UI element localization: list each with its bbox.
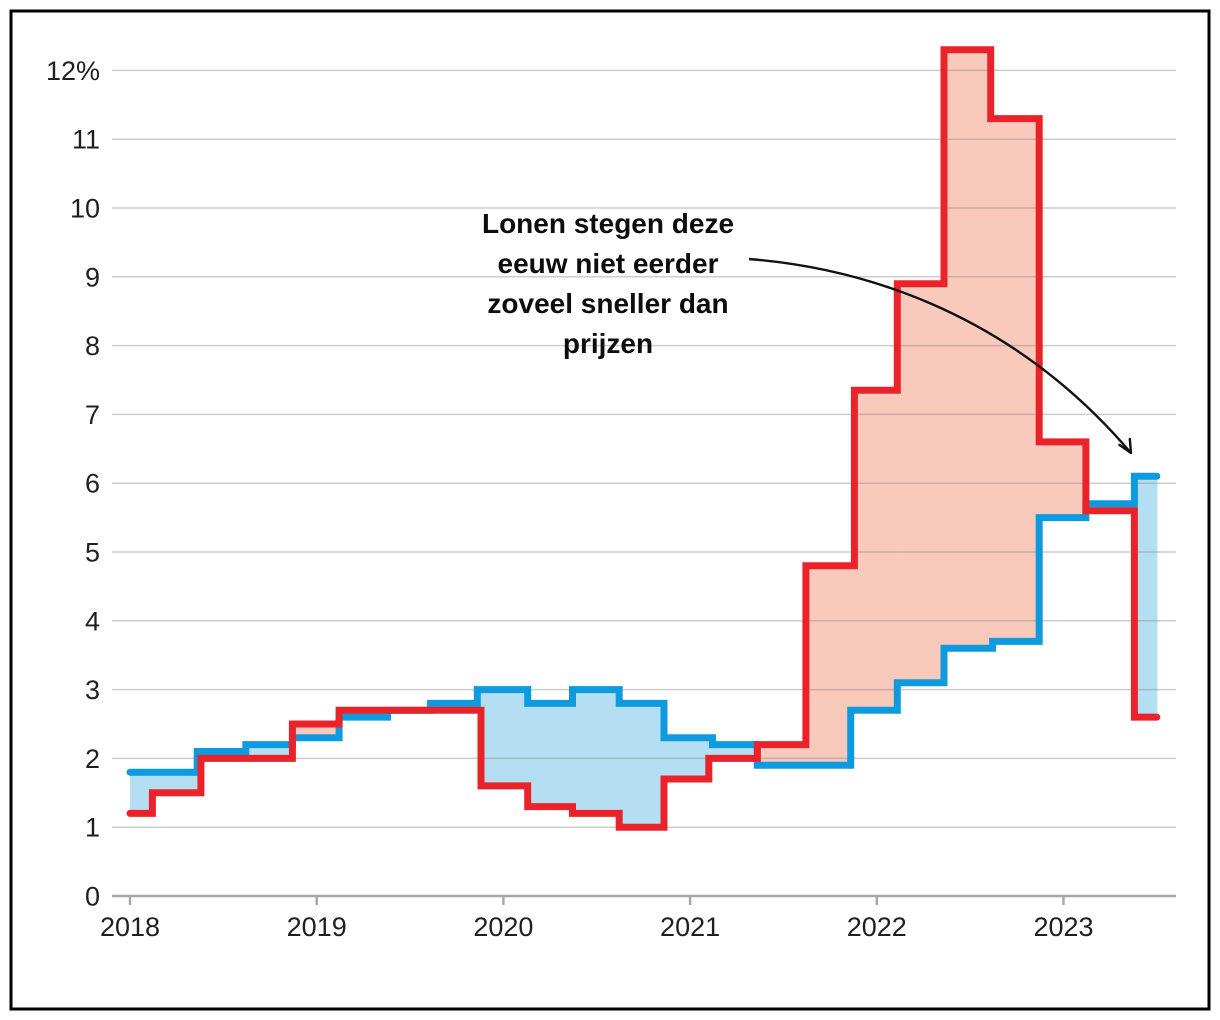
- chart-annotation: Lonen stegen deze eeuw niet eerder zovee…: [440, 204, 776, 364]
- annotation-line: prijzen: [562, 328, 654, 359]
- svg-text:0: 0: [85, 882, 100, 912]
- annotation-line: eeuw niet eerder: [497, 248, 719, 279]
- svg-text:3: 3: [85, 675, 100, 705]
- svg-text:12%: 12%: [46, 56, 100, 86]
- x-axis-labels: 2018 2019 2020 2021 2022 2023: [100, 912, 1094, 942]
- svg-text:2020: 2020: [473, 912, 533, 942]
- chart-frame: [9, 9, 1211, 1011]
- prices-line: [126, 46, 1161, 831]
- wages-line: [126, 472, 1161, 776]
- svg-text:11: 11: [72, 125, 100, 155]
- annotation-line: zoveel sneller dan: [487, 288, 729, 319]
- x-axis: [112, 894, 1176, 905]
- svg-text:10: 10: [70, 194, 100, 224]
- difference-areas: [130, 49, 1158, 828]
- svg-text:2: 2: [85, 744, 100, 774]
- svg-text:8: 8: [85, 331, 100, 361]
- svg-text:2023: 2023: [1033, 912, 1093, 942]
- svg-text:1: 1: [85, 813, 100, 843]
- annotation-line: Lonen stegen deze: [481, 208, 735, 239]
- svg-text:4: 4: [85, 606, 100, 636]
- svg-text:5: 5: [85, 538, 100, 568]
- annotation-arrow: [748, 257, 1133, 455]
- svg-text:9: 9: [85, 262, 100, 292]
- svg-text:6: 6: [85, 469, 100, 499]
- y-axis-labels: 0 1 2 3 4 5 6 7 8 9 10 11 12%: [46, 56, 100, 912]
- svg-text:2021: 2021: [660, 912, 720, 942]
- svg-text:2019: 2019: [287, 912, 347, 942]
- svg-text:7: 7: [85, 400, 100, 430]
- svg-text:2022: 2022: [847, 912, 907, 942]
- svg-text:2018: 2018: [100, 912, 160, 942]
